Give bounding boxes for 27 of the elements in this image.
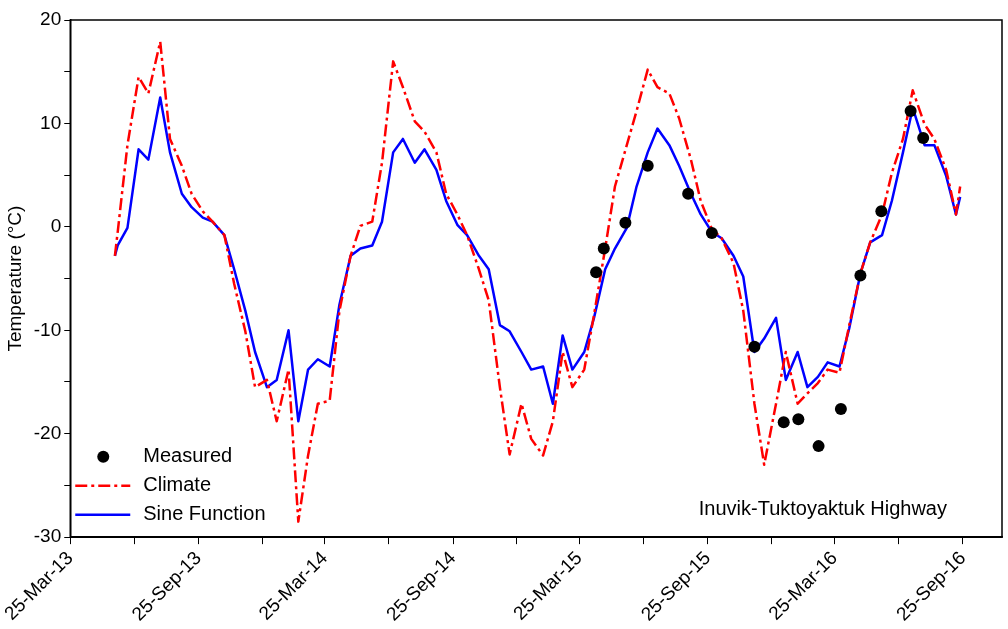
point xyxy=(641,159,654,172)
legend-label: Climate xyxy=(143,473,212,496)
point xyxy=(590,266,603,279)
point xyxy=(812,440,825,453)
legend-label: Sine Function xyxy=(143,502,266,525)
point xyxy=(904,105,917,118)
y-tick-label: 10 xyxy=(40,111,62,133)
point xyxy=(875,205,888,218)
point xyxy=(792,413,805,426)
y-tick-label: -20 xyxy=(33,421,62,443)
point xyxy=(682,187,695,200)
y-tick-label: 0 xyxy=(50,215,62,237)
point xyxy=(748,340,761,353)
point xyxy=(917,131,930,144)
y-axis-title: Temperature (°C) xyxy=(3,205,25,352)
annotation: Inuvik-Tuktoyaktuk Highway xyxy=(698,497,947,520)
y-tick-label: -30 xyxy=(33,525,62,547)
legend-label: Measured xyxy=(143,444,233,467)
y-tick-label: -10 xyxy=(33,318,62,340)
line-series xyxy=(113,40,962,523)
point xyxy=(777,416,790,429)
point xyxy=(619,216,632,229)
y-tick-label: 20 xyxy=(40,8,62,30)
point xyxy=(597,242,610,255)
point xyxy=(705,227,718,240)
point xyxy=(854,269,867,282)
point xyxy=(834,402,847,415)
